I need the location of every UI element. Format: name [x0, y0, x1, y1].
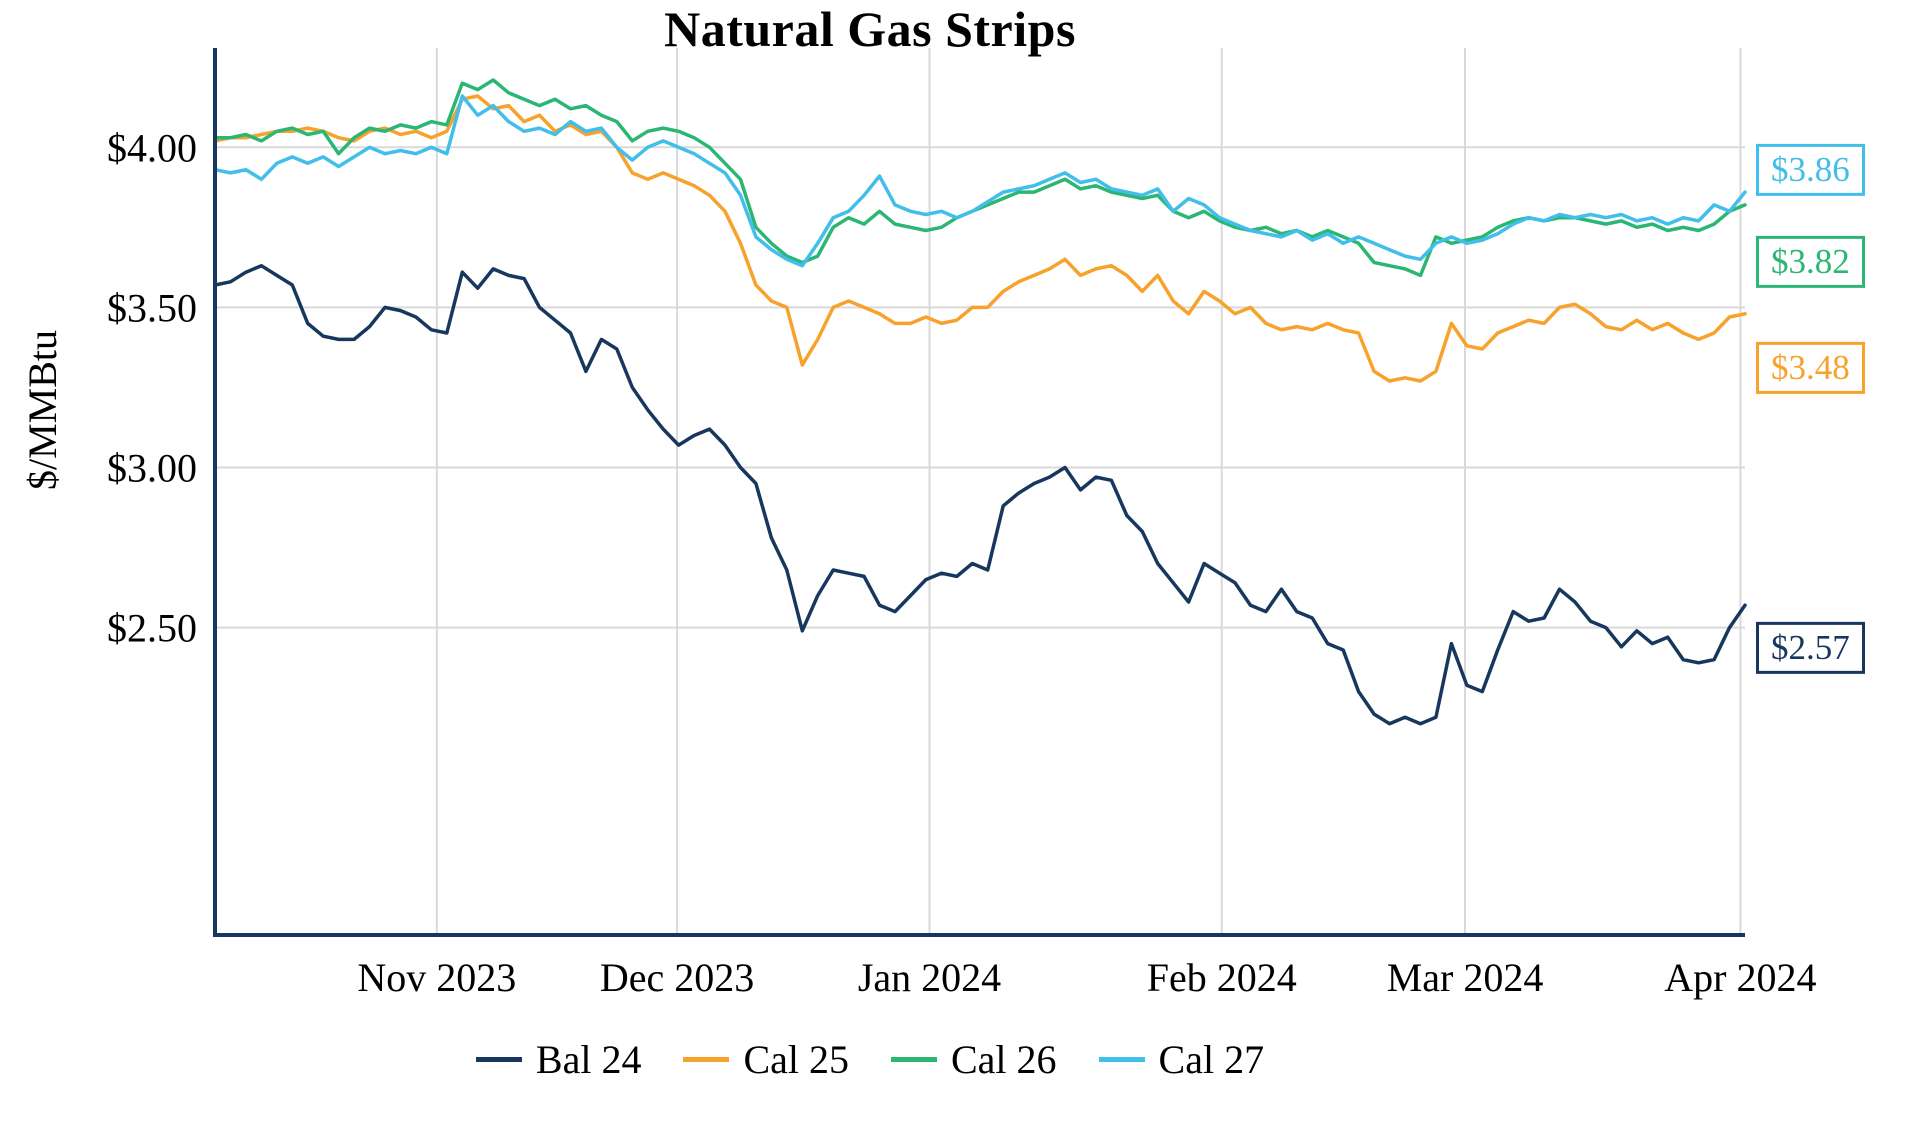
x-tick-label: Apr 2024: [1664, 955, 1816, 1000]
x-tick-label: Jan 2024: [858, 955, 1001, 1000]
x-tick-label: Feb 2024: [1147, 955, 1297, 1000]
legend-label: Cal 26: [951, 1037, 1057, 1082]
legend-line-swatch: [475, 1057, 522, 1062]
legend-item-cal-25: Cal 25: [683, 1036, 849, 1083]
y-tick-label: $4.00: [107, 125, 197, 170]
end-label-cal-27: $3.86: [1756, 143, 1865, 197]
legend-item-bal-24: Bal 24: [475, 1036, 642, 1083]
series-line-cal-25: [213, 94, 1747, 383]
x-tick-label: Nov 2023: [357, 955, 516, 1000]
series-line-bal-24: [213, 263, 1747, 726]
legend-label: Bal 24: [535, 1037, 642, 1082]
series-line-cal-26: [213, 78, 1747, 278]
legend: Bal 24 Cal 25 Cal 26 Cal 27: [0, 1036, 1740, 1083]
end-label-bal-24: $2.57: [1756, 621, 1865, 675]
legend-label: Cal 27: [1158, 1037, 1265, 1082]
legend-line-swatch: [683, 1057, 730, 1062]
legend-item-cal-26: Cal 26: [891, 1036, 1057, 1083]
series-line-cal-27: [213, 94, 1747, 268]
y-axis-title: $/MMBtu: [20, 329, 65, 491]
chart-title: Natural Gas Strips: [664, 1, 1076, 57]
y-tick-label: $2.50: [107, 606, 197, 651]
legend-label: Cal 25: [743, 1037, 849, 1082]
legend-line-swatch: [1098, 1057, 1145, 1062]
y-tick-label: $3.00: [107, 445, 197, 490]
end-label-cal-26: $3.82: [1756, 235, 1865, 289]
x-tick-label: Mar 2024: [1387, 955, 1544, 1000]
y-tick-label: $3.50: [107, 285, 197, 330]
legend-line-swatch: [891, 1057, 937, 1062]
x-tick-label: Dec 2023: [600, 955, 754, 1000]
legend-item-cal-27: Cal 27: [1098, 1036, 1265, 1083]
end-label-cal-25: $3.48: [1756, 341, 1865, 395]
